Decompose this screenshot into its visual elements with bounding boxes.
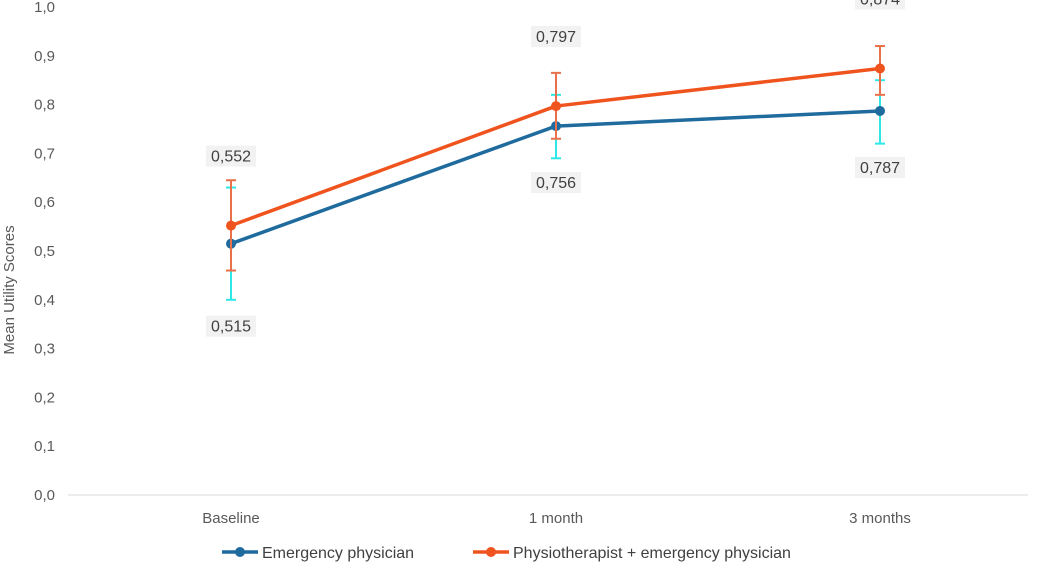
- data-label: 0,874: [860, 0, 900, 8]
- data-point: [551, 101, 561, 112]
- y-axis-title: Mean Utility Scores: [1, 225, 18, 354]
- y-axis-ticks: 0,0 0,1 0,2 0,3 0,4 0,5 0,6 0,7 0,8 0,9 1,0: [34, 0, 55, 504]
- data-label-box: [206, 145, 256, 167]
- data-labels: 0,515 0,756 0,787 0,552 0,797 0,874: [206, 0, 905, 337]
- legend-swatch-marker: [235, 547, 245, 557]
- data-label-box: [531, 172, 581, 194]
- x-tick-label: 3 months: [849, 510, 911, 527]
- data-label-box: [531, 26, 581, 48]
- y-tick-label: 0,0: [34, 487, 55, 504]
- data-label-box: [855, 0, 905, 10]
- y-tick-label: 0,6: [34, 194, 55, 211]
- legend-swatch-marker: [486, 547, 496, 557]
- data-point: [875, 63, 885, 74]
- legend-label: Physiotherapist + emergency physician: [513, 545, 791, 562]
- data-label: 0,515: [211, 319, 251, 336]
- x-tick-label: Baseline: [202, 510, 260, 527]
- y-tick-label: 0,4: [34, 292, 55, 309]
- y-tick-label: 0,8: [34, 97, 55, 114]
- x-tick-label: 1 month: [529, 510, 583, 527]
- data-point: [875, 105, 885, 116]
- y-tick-label: 0,3: [34, 341, 55, 358]
- y-tick-label: 0,2: [34, 389, 55, 406]
- series-layer: [226, 45, 885, 301]
- series-physiotherapist-emergency-physician: [226, 45, 885, 272]
- data-label-box: [206, 315, 256, 337]
- y-tick-label: 0,7: [34, 145, 55, 162]
- data-label: 0,756: [536, 175, 576, 192]
- data-label: 0,787: [860, 160, 900, 177]
- data-point: [226, 220, 236, 231]
- y-tick-label: 0,9: [34, 48, 55, 65]
- data-label: 0,797: [536, 29, 576, 46]
- y-tick-label: 0,5: [34, 243, 55, 260]
- legend-label: Emergency physician: [262, 545, 414, 562]
- data-label-box: [855, 156, 905, 178]
- data-label: 0,552: [211, 149, 251, 166]
- x-axis-ticks: Baseline 1 month 3 months: [202, 510, 911, 527]
- legend: Emergency physician Physiotherapist + eme…: [222, 545, 791, 562]
- y-tick-label: 0,1: [34, 438, 55, 455]
- y-tick-label: 1,0: [34, 0, 55, 16]
